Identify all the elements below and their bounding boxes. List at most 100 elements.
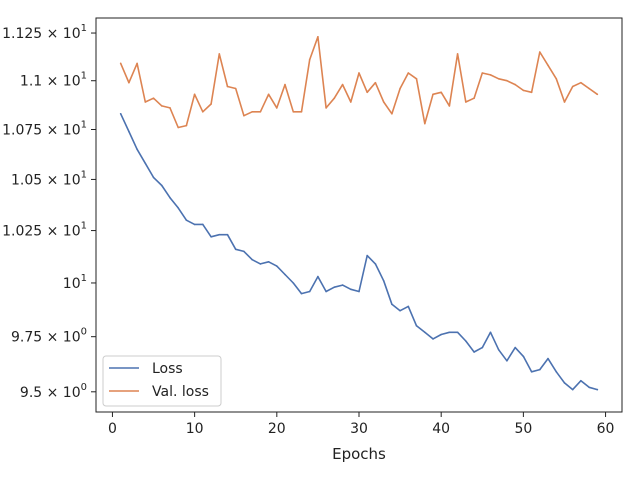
data-point-val-loss [440, 91, 443, 94]
data-point-loss [424, 331, 426, 334]
y-tick-label: 1.05 × 101 [11, 169, 87, 188]
data-point-val-loss [588, 87, 590, 90]
data-point-loss [234, 248, 237, 251]
data-point-val-loss [432, 93, 434, 96]
data-point-val-loss [136, 62, 138, 65]
data-point-val-loss [596, 93, 599, 96]
data-point-val-loss [325, 107, 327, 109]
data-point-loss [185, 219, 188, 221]
data-point-loss [193, 223, 196, 226]
data-point-val-loss [341, 83, 344, 86]
y-tick-label: 9.5 × 100 [20, 382, 87, 401]
data-point-val-loss [128, 81, 130, 84]
data-point-val-loss [185, 124, 188, 127]
data-point-val-loss [218, 53, 221, 55]
data-point-val-loss [161, 105, 163, 107]
data-point-loss [218, 233, 221, 236]
y-tick-label: 1.025 × 101 [2, 221, 87, 240]
data-point-loss [415, 325, 418, 327]
data-point-val-loss [193, 93, 196, 96]
data-point-val-loss [506, 79, 508, 82]
data-point-loss [522, 355, 525, 358]
data-point-val-loss [530, 91, 533, 94]
data-point-loss [128, 130, 130, 133]
data-point-val-loss [382, 101, 385, 103]
data-point-val-loss [391, 113, 393, 115]
data-point-val-loss [497, 78, 500, 80]
data-point-val-loss [456, 53, 459, 55]
data-point-val-loss [251, 111, 253, 113]
data-point-val-loss [522, 89, 525, 92]
x-axis: 0 10 20 30 40 50 60 [108, 412, 614, 437]
data-point-val-loss [473, 97, 475, 99]
data-point-val-loss [555, 78, 558, 80]
data-point-val-loss [465, 101, 467, 103]
data-point-val-loss [202, 111, 204, 113]
data-point-val-loss [152, 97, 155, 99]
data-point-val-loss [481, 72, 484, 74]
data-point-loss [366, 254, 369, 257]
data-point-loss [596, 388, 599, 391]
data-point-loss [292, 282, 295, 284]
data-point-loss [489, 331, 492, 334]
series-layer [119, 35, 599, 391]
legend-label-val-loss: Val. loss [152, 384, 209, 400]
data-point-loss [267, 261, 270, 263]
data-point-loss [481, 346, 484, 349]
data-point-loss [284, 273, 286, 276]
data-point-loss [580, 379, 582, 382]
y-tick-label: 1.125 × 101 [2, 23, 87, 42]
data-point-val-loss [144, 101, 147, 103]
data-point-loss [514, 346, 516, 349]
data-point-val-loss [424, 122, 426, 125]
data-point-loss [539, 368, 541, 371]
data-point-val-loss [333, 97, 336, 99]
data-point-loss [341, 284, 344, 286]
data-point-loss [202, 223, 204, 226]
data-point-loss [136, 148, 138, 151]
x-tick-label: 20 [268, 421, 286, 437]
data-point-val-loss [177, 126, 179, 129]
data-point-val-loss [234, 87, 237, 90]
data-point-loss [119, 113, 122, 115]
data-point-loss [473, 351, 475, 353]
data-point-val-loss [243, 114, 245, 117]
data-point-loss [432, 338, 434, 340]
data-point-loss [497, 349, 500, 351]
data-point-loss [547, 357, 549, 360]
data-point-val-loss [358, 72, 360, 74]
data-point-loss [243, 250, 245, 253]
data-point-loss [456, 331, 459, 334]
data-point-loss [358, 290, 360, 293]
legend: Loss Val. loss [102, 355, 222, 407]
data-point-val-loss [547, 64, 549, 67]
data-point-val-loss [284, 83, 286, 86]
data-point-val-loss [399, 87, 401, 90]
data-point-loss [465, 340, 467, 342]
data-point-loss [374, 263, 377, 265]
data-point-val-loss [448, 105, 451, 107]
data-point-loss [300, 292, 303, 295]
data-point-val-loss [415, 78, 418, 80]
data-point-loss [382, 280, 385, 282]
data-point-loss [169, 196, 171, 199]
data-point-val-loss [580, 81, 582, 84]
data-point-val-loss [374, 81, 377, 84]
data-point-loss [448, 331, 451, 334]
data-point-val-loss [563, 101, 566, 103]
data-point-loss [210, 236, 212, 238]
data-point-loss [308, 290, 311, 293]
data-point-loss [152, 176, 155, 179]
data-point-loss [407, 305, 410, 308]
data-point-val-loss [259, 111, 262, 113]
y-tick-label: 9.75 × 100 [11, 327, 87, 346]
data-point-val-loss [292, 111, 295, 113]
data-point-loss [440, 333, 443, 336]
y-tick-label: 1.1 × 101 [20, 71, 87, 90]
data-point-loss [317, 275, 319, 278]
data-point-loss [530, 371, 533, 373]
data-point-loss [555, 371, 558, 373]
data-point-val-loss [489, 74, 492, 76]
data-point-loss [276, 265, 278, 267]
